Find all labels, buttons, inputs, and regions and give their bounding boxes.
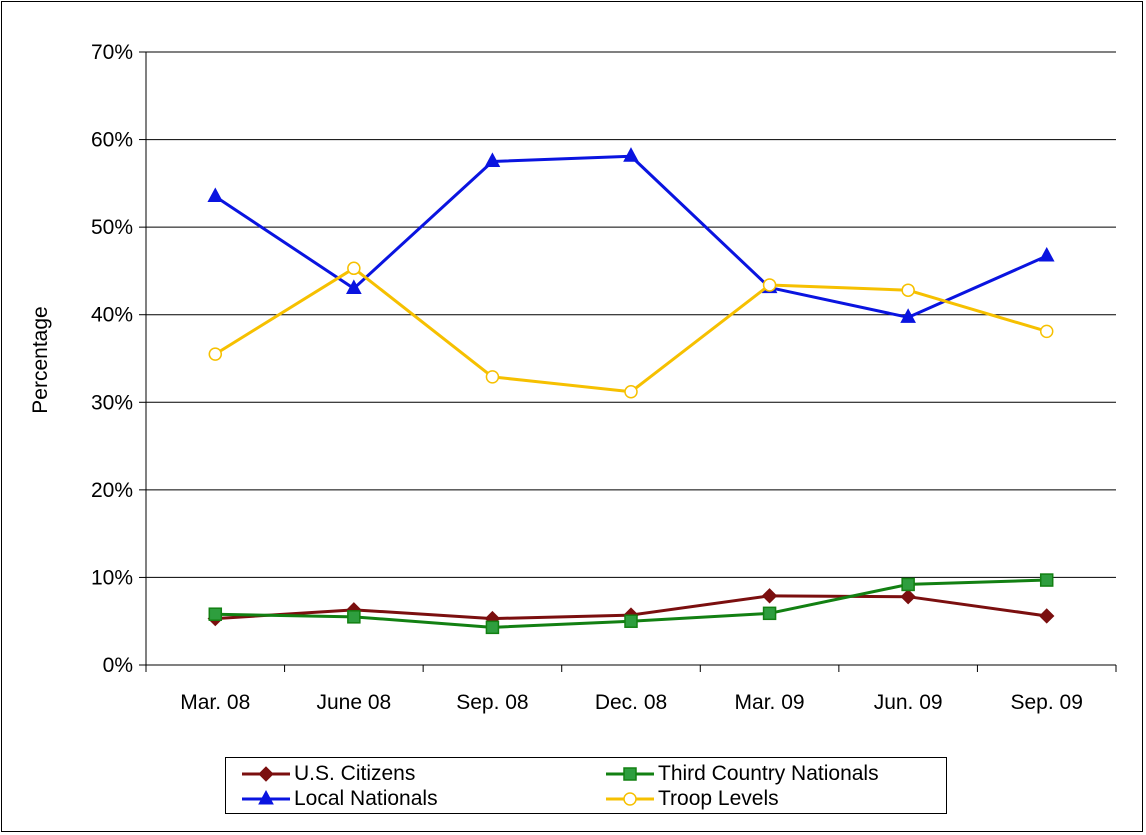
legend-item: Troop Levels — [604, 786, 779, 812]
x-tick-label: Mar. 08 — [180, 691, 250, 714]
data-point — [485, 620, 500, 635]
legend-item: U.S. Citizens — [240, 761, 415, 787]
legend-swatch-marker — [623, 792, 637, 806]
y-tick-label: 70% — [91, 41, 133, 64]
axes — [139, 51, 1117, 672]
data-point — [1039, 324, 1054, 339]
y-tick-label: 50% — [91, 216, 133, 239]
data-point — [1038, 246, 1055, 262]
y-tick-labels: 0% 10% 20% 30% 40% 50% 60% 70% — [91, 41, 133, 677]
data-point — [207, 187, 224, 202]
x-tick-label: Sep. 09 — [1011, 691, 1083, 714]
data-point — [485, 370, 500, 384]
data-point — [762, 278, 777, 292]
y-tick-label: 40% — [91, 304, 133, 327]
data-point — [624, 385, 638, 399]
data-point — [1039, 573, 1054, 587]
legend-swatch — [242, 789, 290, 805]
data-point — [623, 147, 639, 162]
y-axis-label: Percentage — [29, 306, 52, 413]
x-tick-label: Dec. 08 — [595, 691, 667, 714]
legend-swatch — [606, 792, 654, 806]
y-tick-label: 30% — [91, 391, 133, 414]
data-point — [1039, 608, 1055, 624]
x-tick-label: Sep. 08 — [456, 691, 528, 714]
y-tick-label: 60% — [91, 129, 133, 152]
y-tick-label: 20% — [91, 479, 133, 502]
series-1 — [208, 573, 1054, 635]
y-tick-label: 10% — [91, 566, 133, 589]
data-point — [900, 308, 916, 323]
legend-item: Third Country Nationals — [604, 761, 879, 787]
series-line — [214, 266, 1048, 394]
y-tick-label: 0% — [103, 654, 133, 677]
legend-swatch — [242, 766, 290, 782]
data-point — [901, 577, 915, 592]
series-group — [207, 147, 1055, 635]
x-tick-label: Mar. 09 — [735, 691, 805, 714]
data-point — [347, 261, 361, 276]
data-point — [762, 606, 777, 621]
data-point — [347, 610, 361, 624]
data-point — [761, 588, 778, 604]
x-tick-label: Jun. 09 — [874, 691, 943, 714]
x-tick-label: June 08 — [316, 691, 391, 714]
legend-label: Troop Levels — [658, 787, 779, 810]
data-point — [346, 279, 362, 294]
gridlines — [146, 51, 1116, 578]
legend-item: Local Nationals — [240, 786, 438, 812]
legend-label: U.S. Citizens — [294, 762, 416, 785]
data-point — [624, 614, 638, 628]
legend-swatch-marker — [258, 789, 274, 805]
legend-swatch-marker — [258, 766, 274, 782]
legend-swatch — [606, 767, 654, 781]
legend-label: Third Country Nationals — [658, 762, 879, 785]
data-point — [208, 347, 223, 361]
data-point — [208, 607, 223, 621]
data-point — [484, 152, 501, 167]
x-tick-labels: Mar. 08 June 08 Sep. 08 Dec. 08 Mar. 09 Jun. … — [180, 691, 1083, 714]
data-point — [901, 283, 915, 297]
legend: U.S. Citizens Third Country Nationals Loca… — [225, 757, 947, 814]
legend-swatch-marker — [623, 767, 637, 781]
legend-label: Local Nationals — [294, 787, 438, 810]
series-3 — [208, 261, 1054, 399]
data-point — [900, 588, 916, 605]
